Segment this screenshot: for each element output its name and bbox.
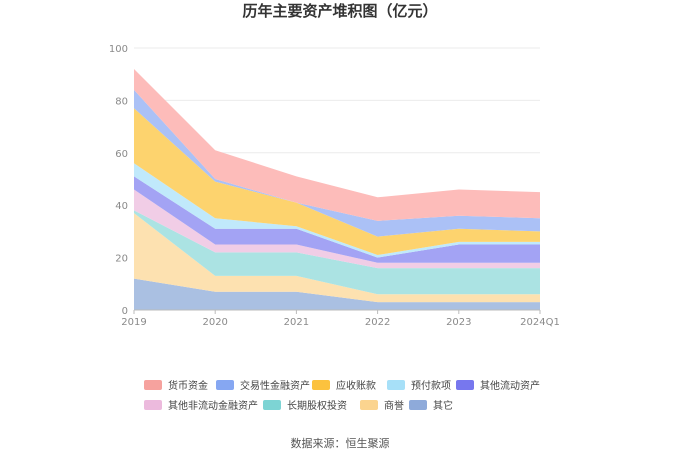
- x-tick-label: 2019: [121, 317, 146, 328]
- legend-label: 货币资金: [168, 379, 208, 392]
- area-货币资金: [134, 69, 540, 221]
- legend-item-交易性金融资产[interactable]: 交易性金融资产: [216, 379, 310, 392]
- x-tick-label: 2020: [202, 317, 227, 328]
- y-axis: 0 20 40 60 80 100: [109, 44, 128, 317]
- chart-title: 历年主要资产堆积图（亿元）: [242, 2, 437, 20]
- x-tick-label: 2024Q1: [520, 317, 560, 328]
- legend-item-应收账款[interactable]: 应收账款: [312, 379, 376, 392]
- area-series: [134, 69, 540, 310]
- legend-swatch: [263, 400, 281, 410]
- legend-item-预付款项[interactable]: 预付款项: [387, 379, 451, 392]
- legend-swatch: [312, 380, 330, 390]
- legend-item-商誉[interactable]: 商誉: [360, 399, 404, 412]
- legend-label: 交易性金融资产: [240, 379, 310, 392]
- legend-swatch: [144, 380, 162, 390]
- legend-label: 商誉: [384, 399, 404, 412]
- area-其它: [134, 278, 540, 310]
- legend-label: 长期股权投资: [287, 399, 347, 412]
- x-axis: 2019 2020 2021 2022 2023 2024Q1: [121, 309, 560, 328]
- x-tick-label: 2023: [446, 317, 471, 328]
- data-source: 数据来源：恒生聚源: [291, 436, 390, 450]
- area-应收账款: [134, 108, 540, 255]
- legend-label: 其它: [433, 399, 453, 412]
- legend-item-长期股权投资[interactable]: 长期股权投资: [263, 399, 347, 412]
- legend-swatch: [387, 380, 405, 390]
- legend-swatch: [360, 400, 378, 410]
- y-tick-label: 100: [109, 44, 128, 55]
- legend-item-其他流动资产[interactable]: 其他流动资产: [456, 379, 540, 392]
- x-tick-label: 2021: [284, 317, 309, 328]
- area-长期股权投资: [134, 210, 540, 295]
- legend-swatch: [456, 380, 474, 390]
- area-其他非流动金融资产: [134, 189, 540, 269]
- legend-swatch: [144, 400, 162, 410]
- legend-item-货币资金[interactable]: 货币资金: [144, 379, 208, 392]
- legend-label: 预付款项: [411, 379, 451, 392]
- y-tick-label: 80: [115, 96, 128, 107]
- y-tick-label: 0: [122, 306, 128, 317]
- area-商誉: [134, 213, 540, 303]
- y-tick-label: 40: [115, 201, 128, 212]
- legend-label: 其他非流动金融资产: [168, 399, 258, 412]
- legend-swatch: [409, 400, 427, 410]
- area-交易性金融资产: [134, 89, 540, 237]
- legend-label: 其他流动资产: [480, 379, 540, 392]
- legend-swatch: [216, 380, 234, 390]
- y-tick-label: 60: [115, 149, 128, 160]
- legend-item-其它[interactable]: 其它: [409, 399, 453, 412]
- x-tick-label: 2022: [365, 317, 390, 328]
- y-tick-label: 20: [115, 254, 128, 265]
- area-其他流动资产: [134, 176, 540, 263]
- legend-label: 应收账款: [336, 379, 376, 392]
- legend-item-其他非流动金融资产[interactable]: 其他非流动金融资产: [144, 399, 258, 412]
